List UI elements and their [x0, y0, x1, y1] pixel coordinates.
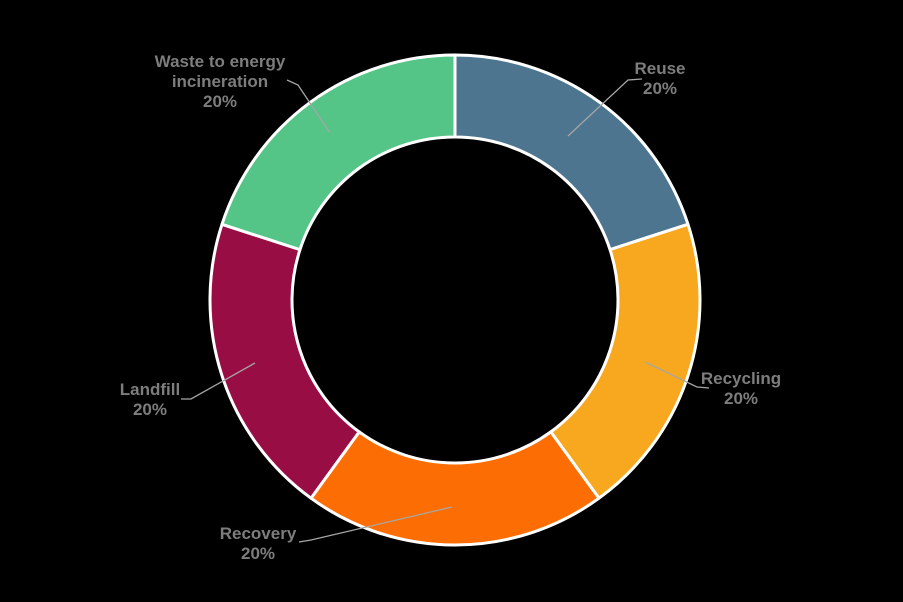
leader-line-landfill: [181, 362, 256, 400]
leader-line-reuse: [567, 78, 643, 137]
leader-line-waste-to-energy-incineration: [286, 79, 331, 134]
slice-label-recovery: Recovery 20%: [220, 524, 297, 564]
slice-label-recycling-percent: 20%: [723, 389, 759, 408]
leader-line-recycling: [644, 361, 710, 389]
slice-label-waste-to-energy-incineration: Waste to energy incineration 20%: [138, 52, 303, 112]
slice-waste-to-energy-incineration[interactable]: [220, 53, 457, 252]
slice-label-landfill: Landfill 20%: [120, 380, 180, 420]
slice-label-landfill-text: Landfill: [119, 380, 181, 399]
slice-label-waste-percent: 20%: [202, 92, 238, 111]
slice-label-recovery-text: Recovery: [219, 524, 297, 543]
slice-label-recycling: Recycling 20%: [701, 369, 781, 409]
slice-landfill[interactable]: [208, 222, 361, 500]
donut-slices: [208, 53, 702, 547]
slice-label-reuse-percent: 20%: [642, 79, 678, 98]
slice-label-recycling-text: Recycling: [700, 369, 782, 388]
slice-label-waste-text: Waste to energy incineration: [154, 52, 286, 91]
slice-label-reuse: Reuse 20%: [634, 59, 685, 99]
slice-label-recovery-percent: 20%: [240, 544, 276, 563]
slice-label-reuse-text: Reuse: [634, 59, 686, 78]
leader-lines: [181, 78, 710, 543]
slice-label-landfill-percent: 20%: [132, 400, 168, 419]
leader-line-recovery: [298, 506, 453, 543]
slice-recovery[interactable]: [309, 430, 601, 547]
slice-recycling[interactable]: [549, 222, 702, 500]
